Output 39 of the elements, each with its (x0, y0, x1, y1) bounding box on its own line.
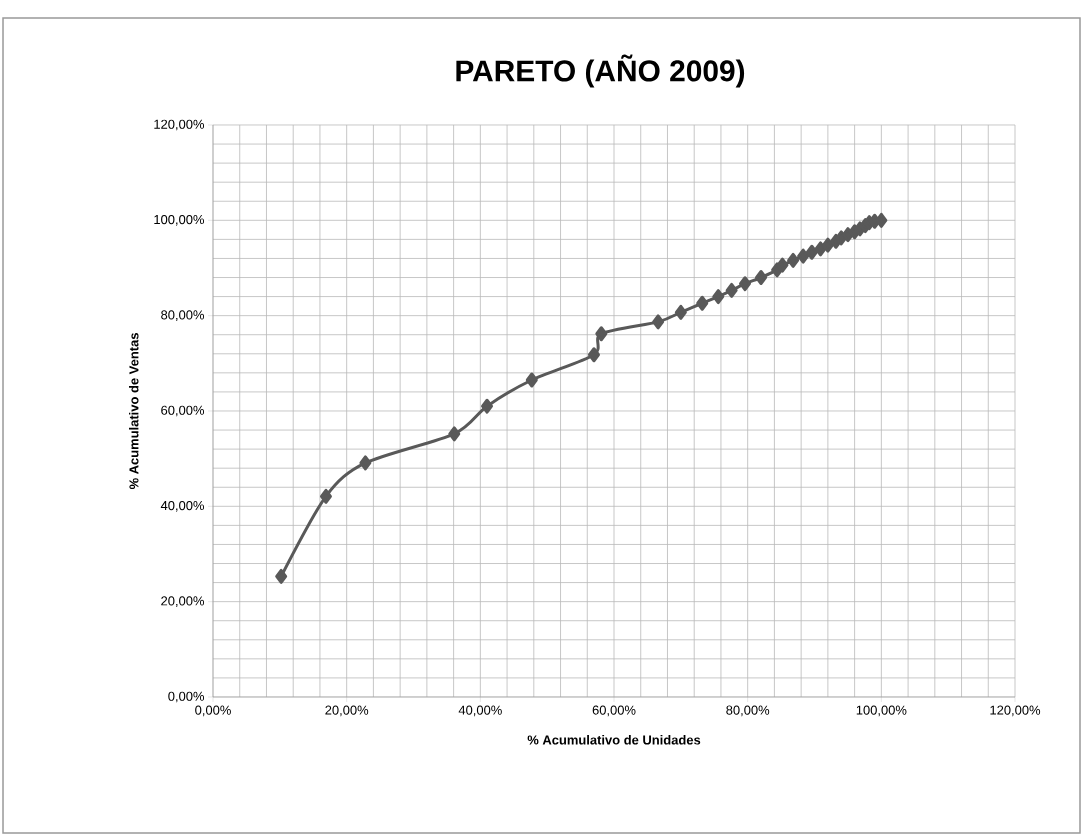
point (797, 248, 810, 264)
x-tick-label: 40,00% (458, 705, 502, 717)
point (814, 241, 827, 257)
y-tick-label: 120,00% (154, 119, 205, 131)
point (725, 282, 738, 298)
x-tick-label: 80,00% (726, 705, 770, 717)
chart-title: PARETO (AÑO 2009) (456, 54, 745, 88)
x-tick-label: 20,00% (325, 705, 369, 717)
y-tick-label: 20,00% (161, 596, 205, 607)
point (776, 257, 789, 273)
y-tick-label: 80,00% (161, 310, 205, 321)
point (821, 237, 834, 253)
y-axis-title: % Acumulativo de Ventas (129, 333, 139, 490)
point (595, 326, 608, 342)
point (448, 426, 461, 442)
point (787, 252, 800, 268)
y-tick-label: 0,00% (168, 691, 205, 703)
point (755, 270, 768, 286)
point (481, 398, 494, 414)
x-tick-label: 60,00% (592, 705, 636, 717)
point (805, 244, 818, 260)
y-tick-label: 60,00% (161, 405, 205, 417)
point (712, 289, 725, 305)
point (275, 568, 288, 584)
x-tick-label: 100,00% (856, 705, 907, 717)
x-tick-label: 120,00% (990, 705, 1041, 717)
x-tick-label: 0,00% (195, 705, 231, 717)
point (359, 455, 372, 471)
point (696, 295, 709, 311)
x-axis-title: % Acumulativo de Unidades (527, 735, 701, 745)
point (739, 276, 751, 292)
y-tick-label: 40,00% (160, 500, 205, 512)
y-tick-label: 100,00% (154, 214, 205, 226)
point (587, 347, 600, 363)
point (319, 488, 332, 504)
point (875, 212, 888, 228)
point (652, 314, 665, 330)
point (525, 372, 538, 388)
point (674, 304, 687, 320)
